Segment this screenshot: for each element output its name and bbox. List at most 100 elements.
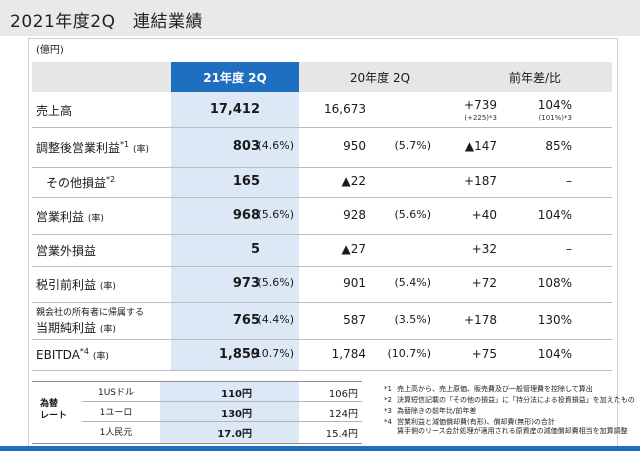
rate-note: (率) [132, 145, 149, 155]
previous-value: 1,784 [331, 346, 366, 361]
ratio-value: 104% [537, 97, 572, 112]
row-divider [32, 197, 612, 198]
footnote-text: 賃手側のリース会計処理が適用される原資産の減価償却費相当を加算調整 [397, 427, 628, 435]
previous-value: 950 [343, 139, 366, 153]
difference-value: +32 [471, 242, 497, 256]
fx-current-column [160, 381, 299, 443]
row-label-text: 当期純利益 [36, 320, 97, 335]
footnote-mark: *2 [106, 175, 116, 184]
difference-value: +75 [471, 346, 497, 361]
previous-value: ▲22 [341, 174, 367, 188]
previous-rate: (5.7%) [394, 139, 431, 152]
row-divider [32, 302, 612, 303]
current-value: 765 [232, 312, 260, 328]
row-label: 調整後営業利益*1 (率) [36, 139, 149, 156]
row-label-text: 売上高 [36, 103, 73, 118]
rate-note: (率) [87, 213, 104, 224]
previous-value: 928 [343, 207, 366, 222]
row-sublabel: 親会社の所有者に帰属する [36, 307, 145, 318]
row-label: EBITDA*4 (率) [36, 347, 109, 362]
difference-value: +72 [471, 276, 497, 290]
footnote-line: *4 営業利益と減価償却費(有形)、償却費(無形)の合計 [384, 417, 555, 427]
fx-previous-rate: 15.4円 [325, 429, 358, 440]
previous-value: 901 [343, 276, 366, 290]
fx-currency: 1人民元 [99, 428, 133, 438]
row-divider [32, 370, 612, 371]
ratio-value: 108% [537, 276, 572, 290]
difference-value: +178 [464, 312, 497, 327]
row-label-text: 営業利益 [36, 209, 85, 224]
fx-row-divider [82, 401, 362, 402]
difference-value: +187 [464, 174, 497, 188]
footnote-line: *1 売上高から、売上原価、販売費及び一般管理費を控除して算出 [384, 384, 593, 394]
fx-row-divider [82, 421, 362, 422]
ratio-value: 104% [537, 207, 572, 222]
page-title: 2021年度2Q 連結業績 [10, 12, 203, 32]
ratio-note: (101%)*3 [538, 113, 572, 122]
footnote-mark: *1 [384, 385, 392, 393]
title-bar [0, 0, 640, 36]
row-label-text: その他損益 [46, 176, 107, 190]
footnote-line: 賃手側のリース会計処理が適用される原資産の減価償却費相当を加算調整 [384, 426, 628, 436]
fx-current-rate: 110円 [221, 389, 252, 400]
row-label: 営業外損益 [36, 242, 96, 259]
difference-value: +739 [464, 97, 497, 112]
fx-label-line1: 為替 [40, 399, 59, 409]
current-value: 803 [232, 139, 260, 154]
row-divider [32, 127, 612, 128]
current-rate: (5.6%) [257, 276, 294, 289]
previous-rate: (3.5%) [394, 312, 431, 326]
current-value: 5 [250, 242, 260, 257]
bottom-accent-bar [0, 446, 640, 451]
fx-previous-rate: 106円 [328, 389, 358, 400]
footnote-mark: *1 [120, 140, 130, 149]
fx-current-rate: 17.0円 [217, 429, 252, 440]
current-value: 165 [232, 174, 260, 189]
fx-top-border [32, 381, 362, 382]
footnote-line: *2 決算短信記載の「その他の損益」に「持分法による投資損益」を加えたもの [384, 395, 635, 405]
ratio-value: 130% [537, 312, 572, 327]
current-period-column [171, 62, 299, 370]
row-label: 税引前利益 (率) [36, 276, 116, 293]
row-label-text: 営業外損益 [36, 244, 97, 258]
previous-value: 587 [343, 312, 366, 327]
footnote-mark: *3 [384, 407, 392, 415]
row-divider [32, 266, 612, 267]
header-difference: 前年差/比 [508, 70, 562, 85]
footnote-text: 売上高から、売上原価、販売費及び一般管理費を控除して算出 [397, 385, 593, 393]
ratio-value: – [566, 174, 572, 188]
footnote-text: 為替除きの前年比/前年差 [397, 407, 477, 415]
ratio-value: – [566, 242, 572, 256]
footnote-line: *3 為替除きの前年比/前年差 [384, 406, 476, 416]
fx-current-rate: 130円 [221, 409, 252, 420]
footnote-mark: *4 [384, 418, 392, 426]
previous-value: ▲27 [341, 242, 367, 256]
ratio-value: 85% [545, 139, 572, 153]
rate-note: (率) [92, 351, 109, 362]
unit-label: (億円) [36, 45, 64, 56]
header-current-period: 21年度 2Q [171, 62, 299, 92]
footnote-mark: *2 [384, 396, 392, 404]
current-value: 968 [232, 207, 260, 223]
rate-note: (率) [99, 324, 116, 335]
row-divider [32, 339, 612, 340]
header-previous-period: 20年度 2Q [349, 70, 411, 85]
row-label-text: 調整後営業利益 [36, 141, 121, 155]
fx-label-line2: レート [40, 411, 68, 421]
current-rate: (5.6%) [257, 207, 294, 221]
current-rate: (4.6%) [257, 139, 294, 152]
footnote-mark: *4 [79, 346, 90, 356]
row-divider [32, 167, 612, 168]
footnote-text: 決算短信記載の「その他の損益」に「持分法による投資損益」を加えたもの [397, 396, 635, 404]
previous-rate: (5.6%) [394, 207, 431, 221]
fx-previous-rate: 124円 [328, 409, 358, 420]
rate-note: (率) [99, 282, 116, 292]
difference-value: ▲147 [464, 139, 497, 153]
footnote-text: 営業利益と減価償却費(有形)、償却費(無形)の合計 [397, 418, 555, 426]
row-label: 親会社の所有者に帰属する当期純利益 (率) [36, 307, 144, 336]
previous-rate: (10.7%) [387, 346, 431, 360]
row-divider [32, 234, 612, 235]
ratio-value: 104% [537, 346, 572, 361]
row-label: 売上高 [36, 102, 72, 119]
row-label-text: EBITDA [36, 347, 80, 362]
